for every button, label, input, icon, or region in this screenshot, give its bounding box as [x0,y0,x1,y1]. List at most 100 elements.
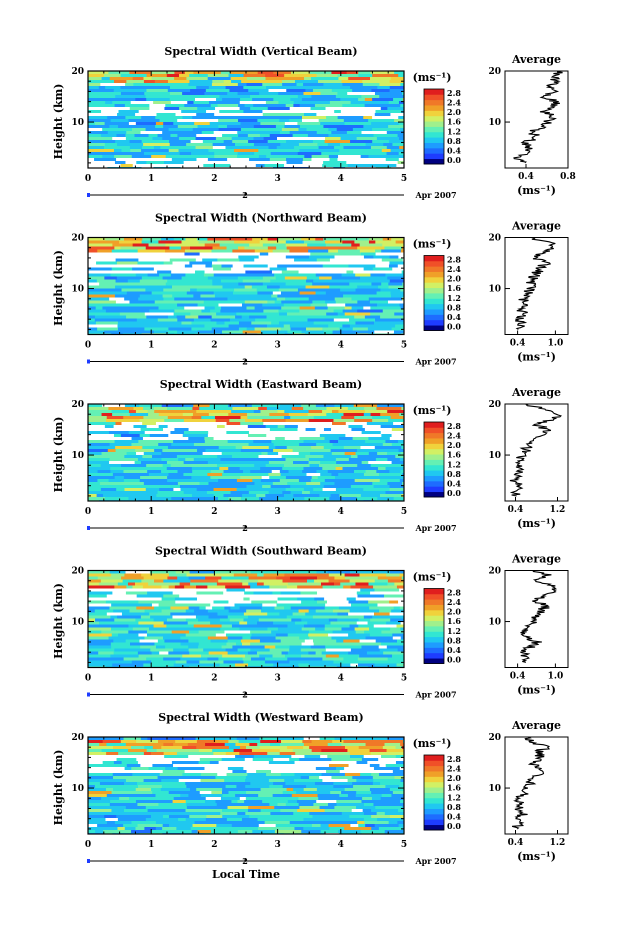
heatmap-cell [157,309,175,313]
heatmap-cell [333,645,362,649]
heatmap-cell [183,491,208,494]
heatmap-cell [251,285,268,289]
heatmap-cell [240,476,263,479]
heatmap-cell [316,131,332,134]
heatmap-cell [186,597,198,601]
heatmap-cell [294,761,319,764]
heatmap-cell [224,621,240,625]
colorbar-tick-label: 2.4 [447,597,461,607]
heatmap-cell [275,633,289,637]
heatmap-cell [388,140,404,143]
heatmap-cell [169,98,196,101]
heatmap-cell [131,767,150,770]
heatmap-cell [125,161,137,164]
heatmap-cell [177,410,197,413]
heatmap-cell [200,654,223,658]
heatmap-cell [222,134,239,137]
heatmap-cell [328,249,339,253]
heatmap-cell [356,449,386,452]
heatmap-cell [318,119,345,122]
heatmap-cell [310,267,339,271]
heatmap-cell [248,324,268,328]
heatmap-cell [158,306,185,310]
heatmap-cell [113,107,131,110]
heatmap-cell [229,89,249,92]
heatmap-cell [312,785,334,788]
heatmap-cell [88,137,113,140]
heatmap-cell [386,131,404,134]
heatmap-cell [160,788,176,791]
heatmap-cell [356,107,382,110]
heatmap-cell [112,621,139,625]
heatmap-cell [109,458,120,461]
heatmap-cell [216,321,225,325]
heatmap-cell [188,437,205,440]
heatmap-cell [219,618,231,622]
heatmap-cell [169,86,197,89]
heatmap-cell [185,782,212,785]
heatmap-cell [324,809,353,812]
heatmap-cell [343,740,355,743]
colorbar-swatch [424,427,444,434]
heatmap-cell [328,633,349,637]
heatmap-cell [112,737,125,740]
heatmap-cell [349,324,379,328]
heatmap-cell [166,618,187,622]
heatmap-cell [186,77,209,80]
heatmap-cell [402,258,404,262]
heatmap-cell [313,321,339,325]
heatmap-cell [319,737,336,740]
heatmap-cell [148,134,159,137]
heatmap-cell [134,461,142,464]
heatmap-cell [352,291,378,295]
heatmap-cell [88,294,116,298]
heatmap-cell [200,119,219,122]
heatmap-cell [173,312,191,316]
heatmap-cell [120,86,147,89]
heatmap-cell [204,440,229,443]
heatmap-cell [111,603,135,607]
heatmap-cell [376,812,386,815]
heatmap-cell [367,434,382,437]
heatmap-cell [164,264,186,268]
heatmap-cell [114,618,136,622]
heatmap-cell [283,324,291,328]
heatmap-cell [125,134,135,137]
heatmap-cell [338,788,346,791]
colorbar-swatch [424,609,444,616]
heatmap-cell [277,497,305,500]
heatmap-cell [392,770,404,773]
heatmap-cell [112,243,134,247]
heatmap-cell [377,497,395,500]
heatmap-cell [88,404,103,407]
heatmap-cell [258,149,275,152]
heatmap-cell [204,306,216,310]
heatmap-cell [106,594,128,598]
date-label: Apr 2007 [414,357,456,367]
heatmap-cell [393,651,404,655]
heatmap-cell [196,288,210,292]
heatmap-cell [277,570,302,574]
heatmap-cell [230,476,241,479]
heatmap-cell [248,576,277,580]
heatmap-cell [304,755,321,758]
heatmap-cell [240,425,249,428]
heatmap-cell [212,449,221,452]
heatmap-cell [381,249,402,253]
heatmap-cell [289,645,312,649]
heatmap-cell [302,764,330,767]
heatmap-cell [110,470,124,473]
heatmap-cell [241,458,259,461]
heatmap-cell [266,773,282,776]
heatmap-cell [262,83,283,86]
heatmap-cell [147,158,173,161]
heatmap-cell [257,621,274,625]
average-x-label: (ms⁻¹) [517,184,556,197]
heatmap-cell [212,143,236,146]
heatmap-cell [284,416,291,419]
heatmap-cell [146,315,169,319]
heatmap-cell [250,645,266,649]
heatmap-cell [88,800,111,803]
heatmap-cell [303,407,327,410]
heatmap-cell [369,77,392,80]
